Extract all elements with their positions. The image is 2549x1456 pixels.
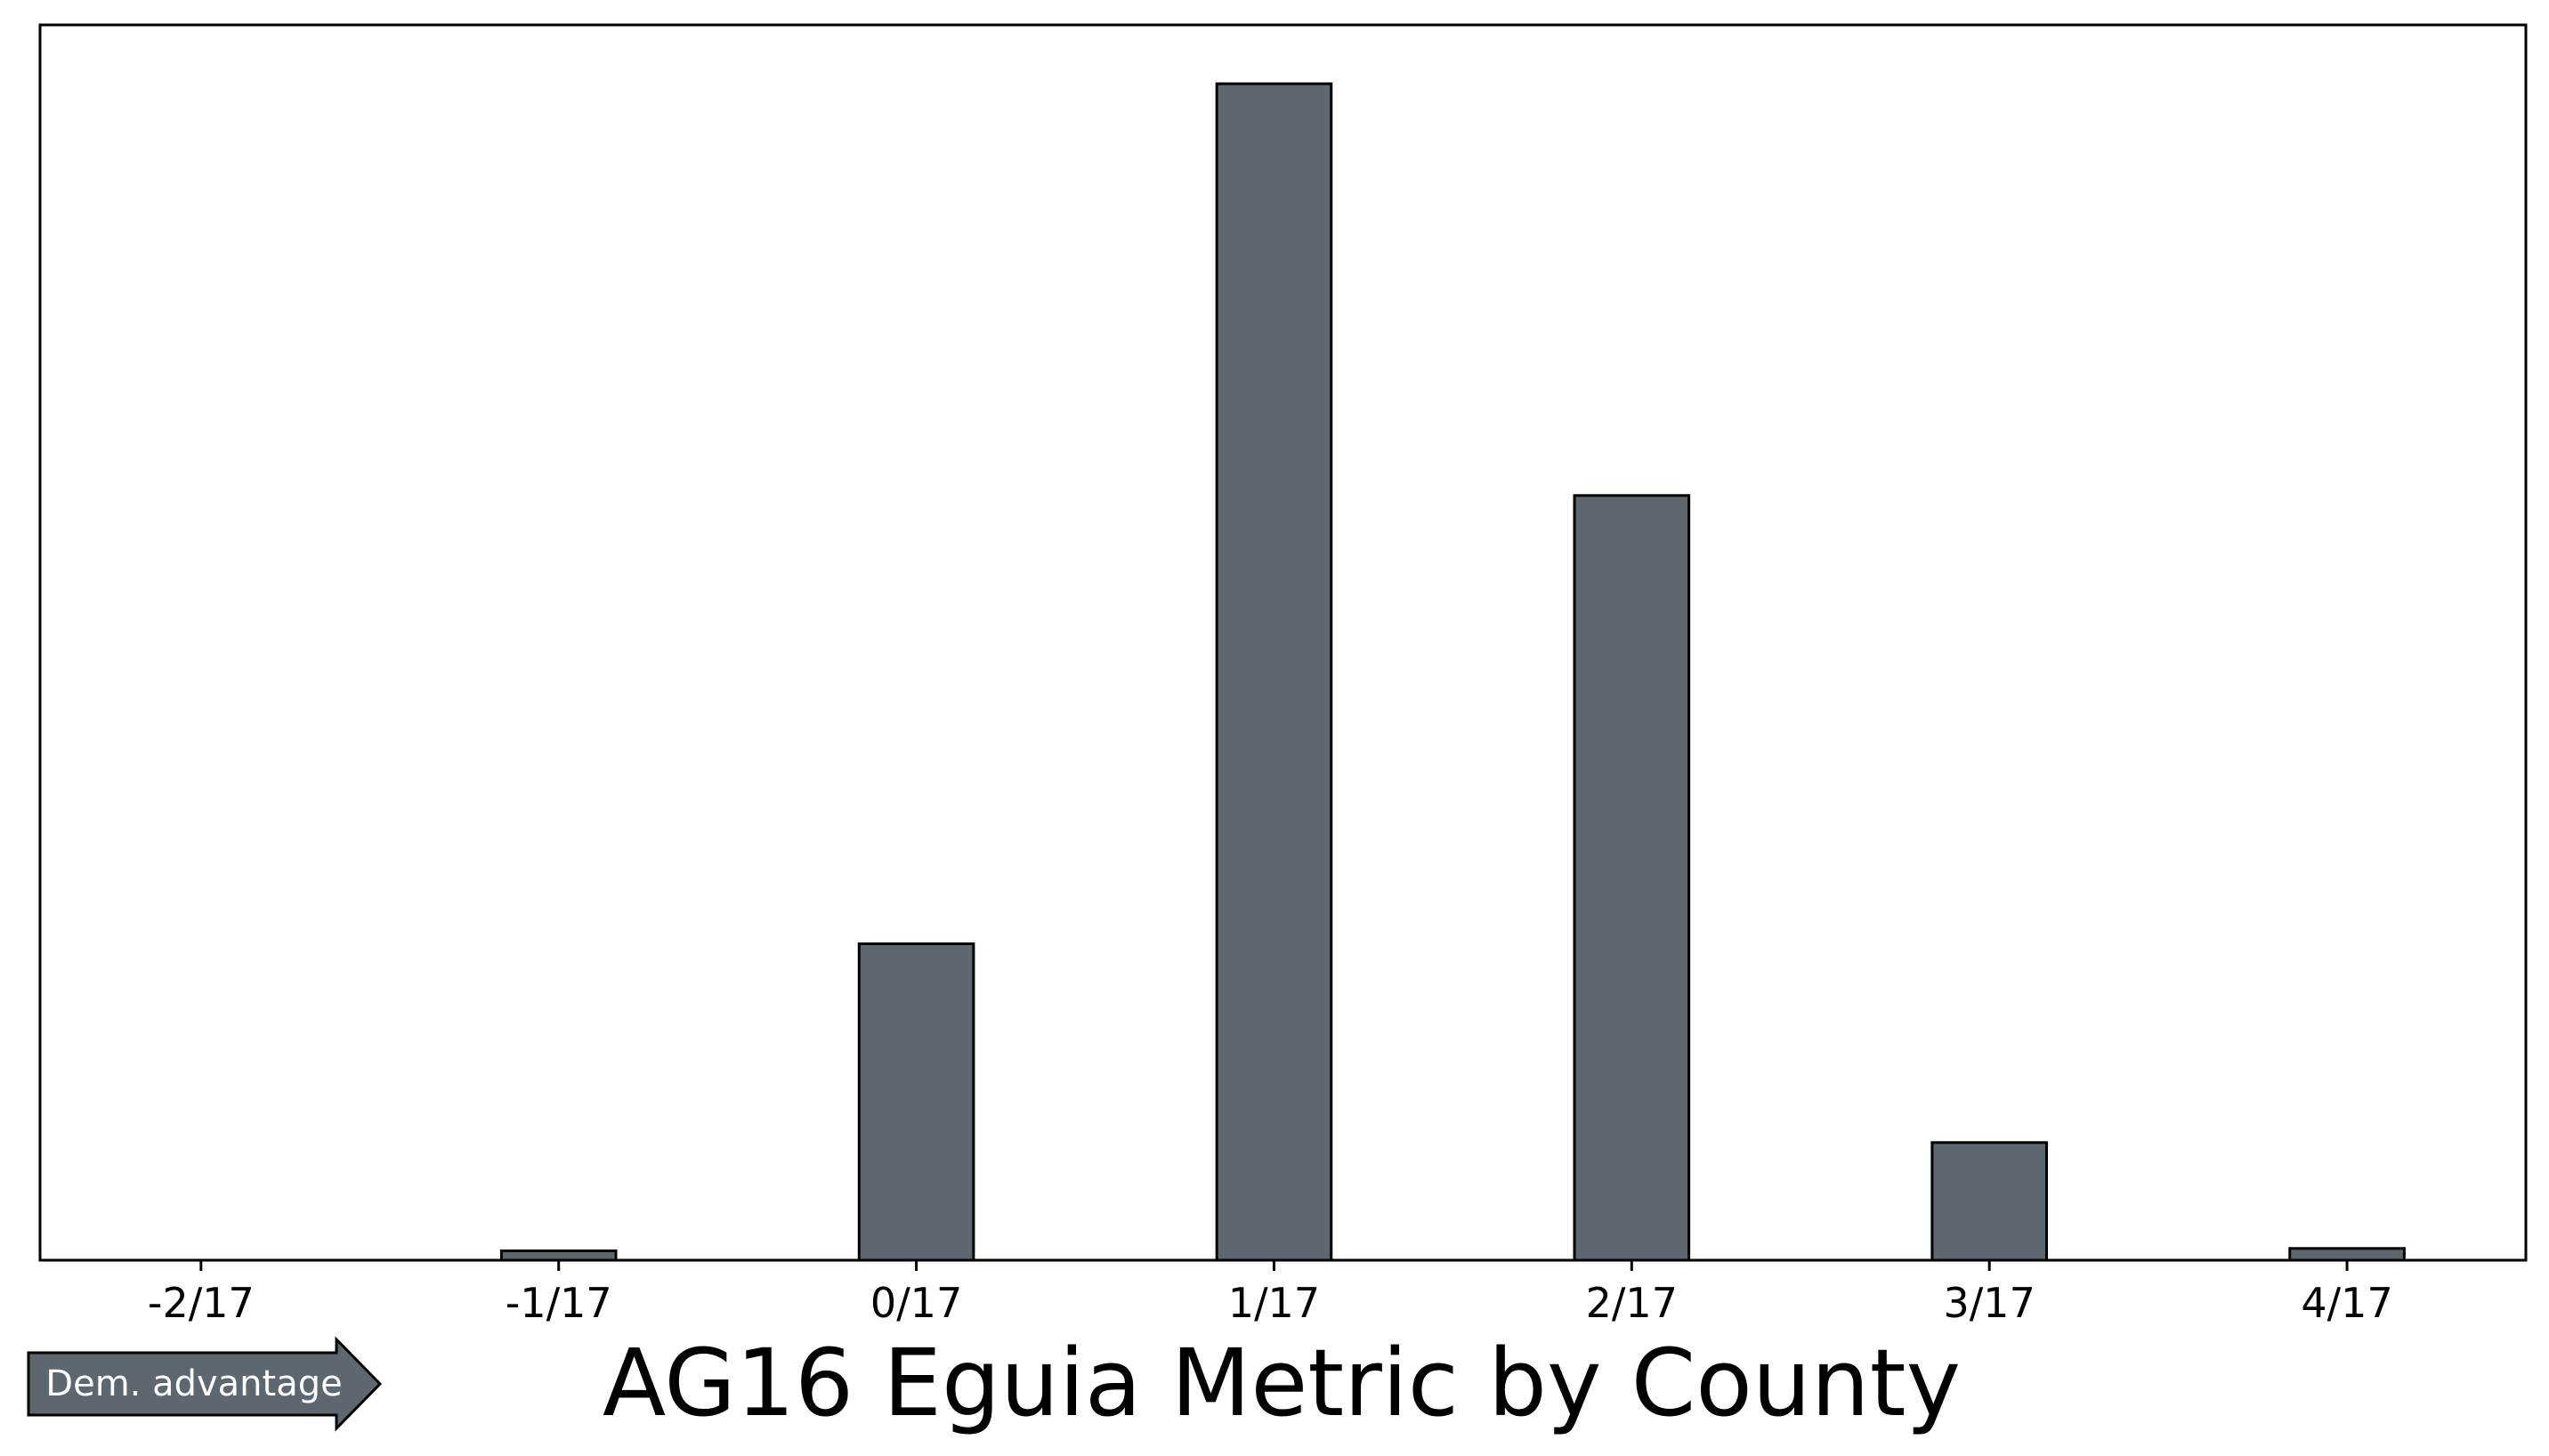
x-axis-ticks: -2/17 -1/17 0/17 1/17 2/17 3/17 4/17: [148, 1260, 2393, 1327]
bar-10: [1930, 1141, 2048, 1262]
chart-title: AG16 Eguia Metric by County: [603, 1329, 1961, 1437]
arrow-label: Dem. advantage: [45, 1363, 342, 1404]
x-tick-label-4: 2/17: [1586, 1279, 1678, 1327]
bar-8: [1573, 494, 1691, 1262]
x-tick-label-1: -1/17: [506, 1279, 612, 1327]
bar-12: [2288, 1247, 2406, 1262]
dem-advantage-arrow: Dem. advantage: [27, 1336, 383, 1432]
bar-2: [499, 1249, 618, 1262]
x-tick-label-0: -2/17: [148, 1279, 255, 1327]
x-tick-label-5: 3/17: [1944, 1279, 2035, 1327]
x-tick-label-2: 0/17: [870, 1279, 962, 1327]
bar-4: [857, 942, 975, 1262]
arrow-shape: [27, 1336, 383, 1432]
x-tick-label-3: 1/17: [1228, 1279, 1320, 1327]
bar-6: [1215, 82, 1333, 1262]
bars: [499, 82, 2406, 1262]
x-tick-label-6: 4/17: [2301, 1279, 2392, 1327]
